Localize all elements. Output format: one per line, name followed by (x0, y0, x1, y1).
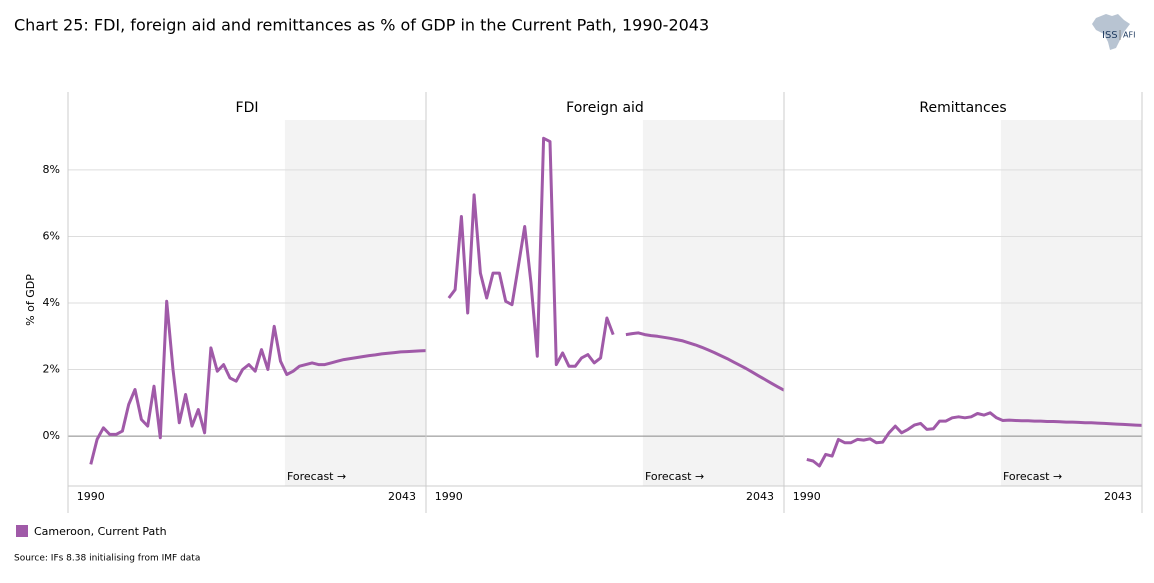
panel-title: FDI (236, 100, 259, 116)
x-tick-label: 1990 (435, 490, 463, 503)
data-line (806, 411, 1143, 468)
y-tick-label: 4% (43, 296, 60, 309)
y-tick-label: 6% (43, 229, 60, 242)
x-tick-label: 2043 (388, 490, 416, 503)
data-line (447, 136, 785, 392)
x-tick-label: 2043 (1104, 490, 1132, 503)
legend-swatch (16, 525, 28, 537)
forecast-label: Forecast → (287, 470, 346, 483)
legend-label: Cameroon, Current Path (34, 525, 167, 538)
logo-text: ISS (1102, 30, 1118, 41)
forecast-label: Forecast → (645, 470, 704, 483)
forecast-label: Forecast → (1003, 470, 1062, 483)
x-tick-label: 2043 (746, 490, 774, 503)
chart-title: Chart 25: FDI, foreign aid and remittanc… (14, 16, 709, 35)
data-line (89, 299, 427, 465)
logo-map (1092, 14, 1130, 50)
x-tick-label: 1990 (77, 490, 105, 503)
y-tick-label: 8% (43, 163, 60, 176)
y-tick-label: 0% (43, 429, 60, 442)
logo-text: AFI (1123, 31, 1135, 40)
y-tick-label: 2% (43, 363, 60, 376)
panel-title: Remittances (919, 100, 1006, 116)
x-tick-label: 1990 (793, 490, 821, 503)
y-axis-label: % of GDP (24, 274, 37, 326)
source: Source: IFs 8.38 initialising from IMF d… (14, 554, 200, 564)
panel-title: Foreign aid (566, 100, 644, 116)
